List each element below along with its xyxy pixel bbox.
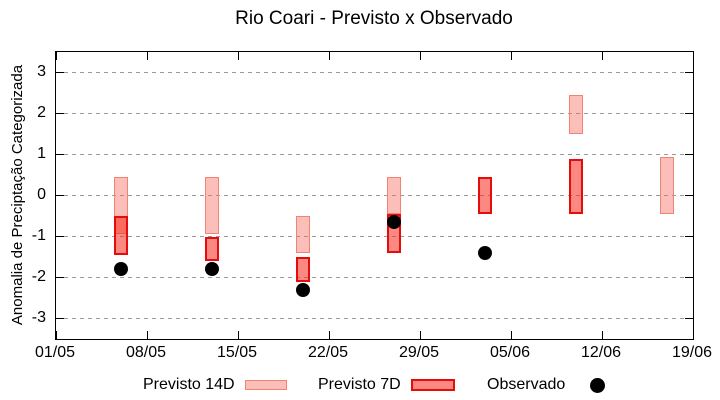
x-tick <box>237 331 239 339</box>
x-tick-label: 15/05 <box>216 344 258 361</box>
x-tick-label: 19/06 <box>671 344 713 361</box>
x-tick-label: 12/06 <box>580 344 622 361</box>
x-tick-label: 08/05 <box>125 344 167 361</box>
range-bar-previsto-14d <box>660 156 674 214</box>
y-tick <box>56 236 64 237</box>
observado-point <box>114 262 128 277</box>
range-bar-previsto-14d <box>205 177 219 235</box>
y-tick <box>685 277 693 278</box>
x-tick <box>510 52 512 60</box>
x-tick-label: 05/06 <box>489 344 531 361</box>
y-tick-label: -2 <box>31 267 46 285</box>
x-tick <box>419 331 421 339</box>
x-tick-label: 29/05 <box>398 344 440 361</box>
gridline-y1 <box>56 154 693 155</box>
previsto-14d-swatch-icon <box>244 380 287 390</box>
gridline-y-3 <box>56 318 693 319</box>
y-tick <box>685 318 693 319</box>
y-tick-label: 0 <box>37 185 46 203</box>
gridline-y-1 <box>56 236 693 237</box>
x-tick <box>146 52 148 60</box>
observado-point <box>387 215 401 230</box>
range-bar-previsto-14d <box>296 216 310 253</box>
range-bar-previsto-7d <box>296 257 310 282</box>
x-tick-label: 22/05 <box>307 344 349 361</box>
x-tick <box>55 52 57 60</box>
legend-label-observado: Observado <box>487 376 566 393</box>
x-tick <box>692 331 694 339</box>
x-tick <box>328 331 330 339</box>
y-tick <box>685 236 693 237</box>
x-tick <box>692 52 694 60</box>
observado-point <box>296 282 310 297</box>
gridline-y3 <box>56 72 693 73</box>
y-tick <box>685 72 693 73</box>
plot-area <box>55 51 694 340</box>
gridline-y2 <box>56 113 693 114</box>
previsto-7d-swatch-icon <box>410 379 455 391</box>
y-tick <box>685 195 693 196</box>
x-tick <box>419 52 421 60</box>
chart-title: Rio Coari - Previsto x Observado <box>235 8 513 29</box>
y-tick <box>56 113 64 114</box>
y-tick <box>685 154 693 155</box>
range-bar-previsto-7d <box>569 158 583 214</box>
x-tick <box>601 331 603 339</box>
y-tick <box>56 72 64 73</box>
y-tick <box>685 113 693 114</box>
legend-label-previsto-7d: Previsto 7D <box>318 376 401 393</box>
y-tick <box>56 154 64 155</box>
range-bar-previsto-7d <box>114 216 128 255</box>
gridline-y-2 <box>56 277 693 278</box>
x-tick <box>55 331 57 339</box>
y-tick-label: -3 <box>31 308 46 326</box>
observado-point <box>205 262 219 277</box>
y-tick <box>56 195 64 196</box>
gridline-y0 <box>56 195 693 196</box>
y-tick-label: 2 <box>37 103 46 121</box>
range-bar-previsto-7d <box>478 177 492 214</box>
range-bar-previsto-7d <box>205 236 219 262</box>
legend: Previsto 14D Previsto 7D Observado <box>0 375 720 395</box>
y-tick-label: 3 <box>37 62 46 80</box>
x-tick <box>146 331 148 339</box>
legend-item-observado: Observado <box>487 375 606 395</box>
x-tick <box>510 331 512 339</box>
legend-item-previsto-14d: Previsto 14D <box>143 375 287 395</box>
y-tick <box>56 318 64 319</box>
x-tick-label: 01/05 <box>34 344 76 361</box>
x-tick <box>237 52 239 60</box>
x-tick <box>601 52 603 60</box>
y-tick <box>56 277 64 278</box>
observado-dot-icon <box>590 377 606 393</box>
y-tick-label: -1 <box>31 226 46 244</box>
legend-item-previsto-7d: Previsto 7D <box>318 375 455 395</box>
legend-label-previsto-14d: Previsto 14D <box>143 376 235 393</box>
observado-point <box>478 245 492 260</box>
x-tick <box>328 52 330 60</box>
range-bar-previsto-14d <box>387 177 401 214</box>
y-tick-label: 1 <box>37 144 46 162</box>
range-bar-previsto-14d <box>569 95 583 134</box>
